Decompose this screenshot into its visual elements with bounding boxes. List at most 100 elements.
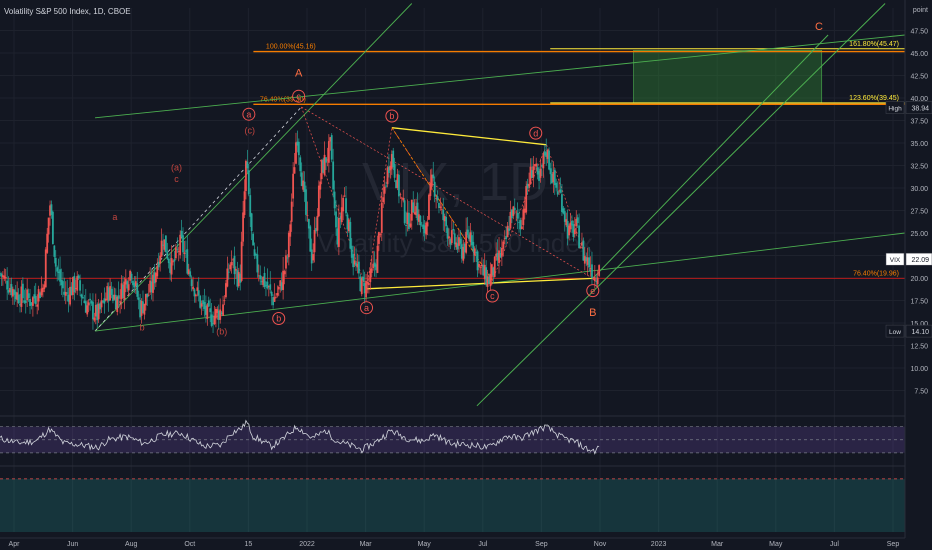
candle-body (114, 294, 117, 309)
candle-body (565, 219, 568, 226)
candle-body (435, 198, 438, 199)
candle-body (485, 267, 488, 286)
candle-body (436, 196, 439, 201)
candle-body (72, 277, 74, 296)
candle-body (67, 294, 70, 302)
candle-body (460, 244, 463, 259)
candle-body (250, 213, 253, 232)
candle-body (30, 302, 33, 306)
wave-label: c (296, 91, 301, 101)
candle-body (502, 241, 505, 249)
candle-body (306, 215, 309, 217)
candle-body (223, 300, 226, 302)
symbol-watermark: VIX, 1D Volatility S&P 500 Index (317, 152, 593, 258)
candle-body (230, 261, 233, 266)
candle-body (157, 261, 160, 268)
candle-body (418, 214, 420, 222)
candle-body (380, 202, 383, 233)
candle-body (522, 209, 525, 226)
candle-body (412, 202, 415, 213)
candle-body (465, 231, 468, 253)
candle-body (156, 265, 159, 277)
candle-body (239, 273, 242, 283)
candle-body (569, 222, 572, 230)
candle-body (97, 303, 100, 320)
candle-body (379, 234, 382, 235)
candle-body (562, 208, 565, 214)
candle-body (486, 276, 489, 287)
candle-body (144, 293, 147, 306)
candle-body (583, 255, 586, 264)
candle-body (140, 301, 143, 316)
price-axis: point 47.50 45.00 42.50 40.00 37.50 35.00 32.50… (885, 0, 932, 550)
price-tick: 47.50 (910, 29, 928, 36)
candle-body (102, 301, 104, 303)
candle-body (300, 172, 303, 186)
candle-body (469, 232, 472, 243)
price-tick: 10.00 (910, 366, 928, 373)
candle-body (302, 180, 305, 190)
candle-body (197, 290, 200, 296)
candle-body (538, 170, 540, 181)
candle-body (243, 191, 246, 216)
candle-body (475, 252, 478, 254)
candle-body (398, 174, 400, 197)
price-badge-text: Low (889, 329, 901, 336)
candle-body (559, 189, 562, 193)
candle-body (77, 275, 80, 279)
candle-body (66, 292, 69, 294)
price-tick: 12.50 (910, 344, 928, 351)
price-tick: 37.50 (910, 119, 928, 126)
chart-title: Volatility S&P 500 Index, 1D, CBOE (4, 7, 131, 16)
candle-body (16, 292, 19, 300)
candle-body (280, 282, 283, 290)
candle-body (0, 273, 1, 274)
candle-body (495, 253, 498, 257)
candle-body (39, 292, 41, 299)
candle-body (450, 230, 453, 243)
price-badge-tag (885, 252, 905, 266)
wave-label-circle (272, 312, 286, 325)
candle-body (542, 153, 545, 169)
price-badge-bg (905, 252, 932, 266)
candle-body (483, 264, 486, 280)
candle-body (62, 281, 64, 289)
candle-body (226, 268, 229, 287)
candle-body (24, 300, 27, 304)
candle-body (232, 259, 234, 261)
candle-body (592, 278, 595, 280)
wave-label: a (364, 303, 369, 313)
price-tick: 35.00 (910, 141, 928, 148)
candle-body (588, 257, 591, 268)
time-tick: May (418, 541, 432, 548)
time-tick: 2023 (651, 541, 667, 548)
candle-body (129, 270, 132, 281)
candle-body (134, 281, 137, 286)
candle-body (317, 185, 320, 217)
candle-body (192, 286, 194, 290)
candle-body (413, 212, 416, 215)
candle-body (269, 284, 272, 290)
candle-body (216, 309, 219, 313)
candle-body (453, 233, 456, 245)
candle-body (476, 251, 479, 271)
candle-body (342, 197, 345, 212)
time-tick: May (769, 541, 783, 548)
candle-body (323, 154, 326, 175)
candle-body (276, 292, 279, 296)
candle-body (44, 249, 47, 288)
candle-body (189, 271, 192, 277)
candle-body (83, 300, 86, 304)
candle-body (147, 294, 150, 296)
wave-label: a (246, 109, 251, 119)
candle-body (213, 315, 216, 325)
candle-body (455, 242, 458, 248)
candle-body (365, 280, 367, 298)
candle-body (439, 206, 442, 208)
triangle-top (391, 127, 547, 146)
candle-body (543, 151, 546, 156)
candle-body (428, 194, 430, 220)
candle-body (170, 258, 173, 275)
candle-body (6, 280, 9, 290)
